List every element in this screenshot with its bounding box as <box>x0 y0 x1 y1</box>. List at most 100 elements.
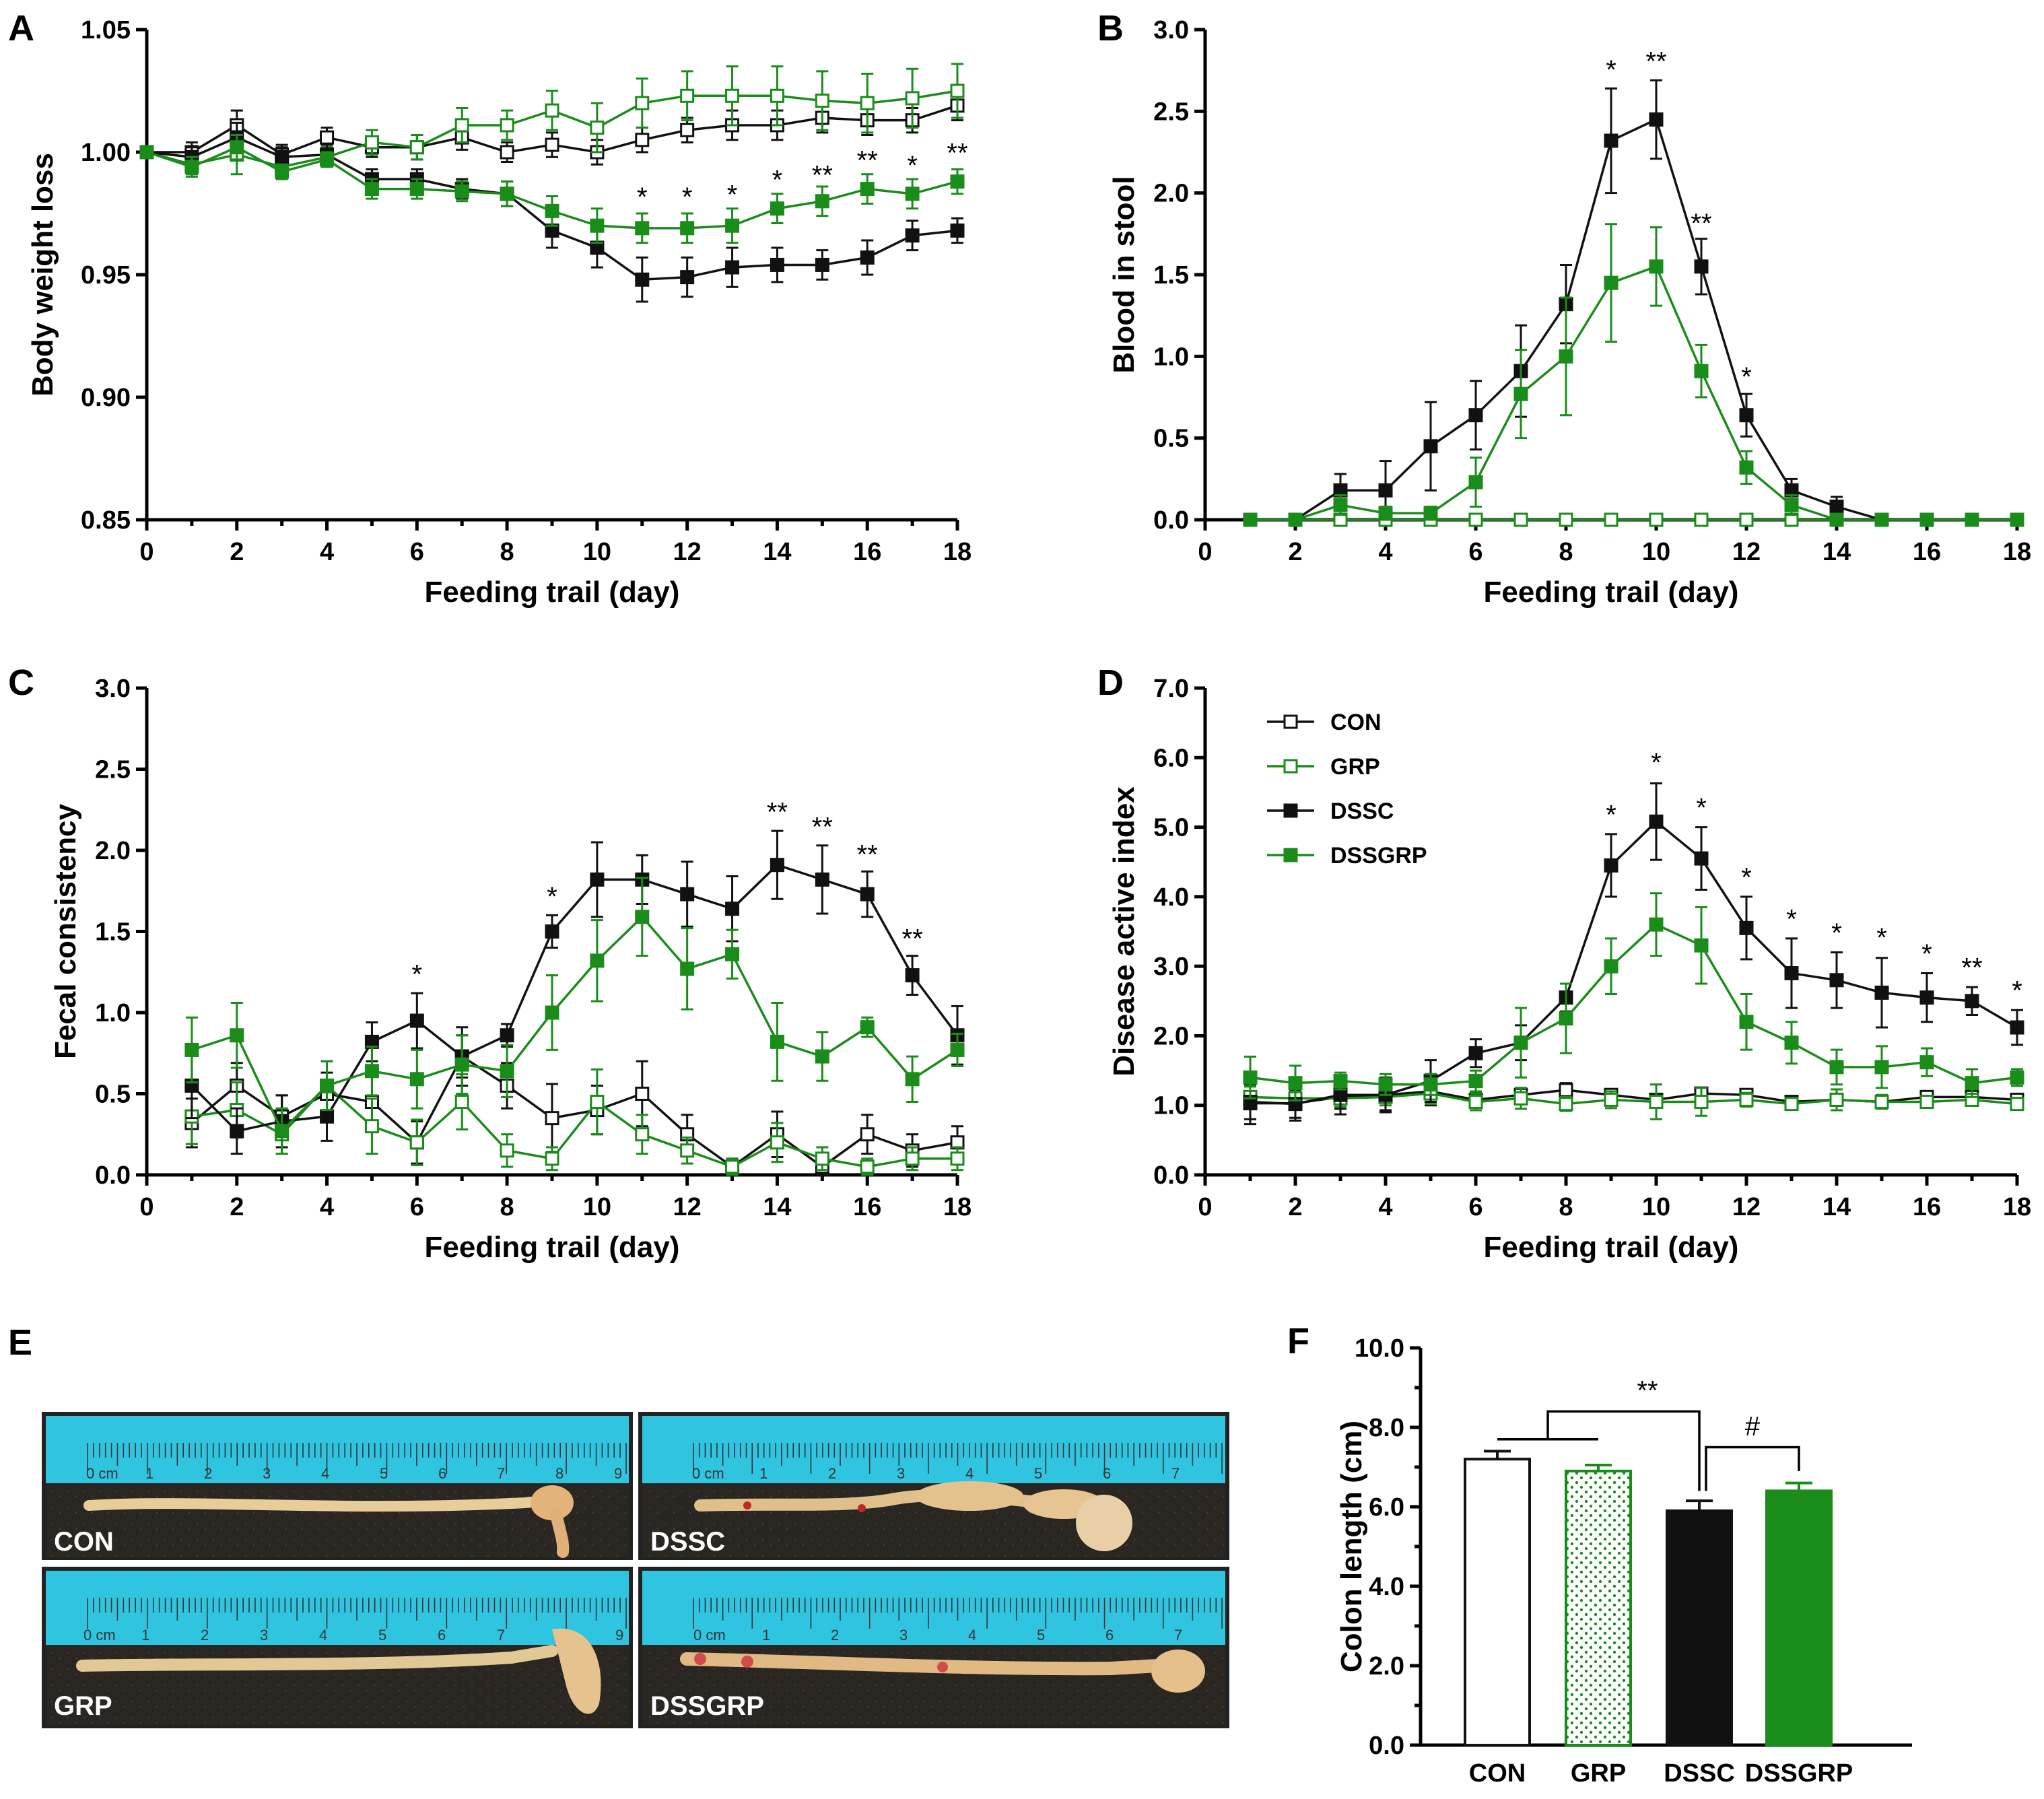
x-axis-title: Feeding trail (day) <box>425 576 680 609</box>
ruler-ticks <box>87 1598 627 1629</box>
data-point <box>1513 1036 1528 1050</box>
y-tick-label: 2.5 <box>1153 98 1189 126</box>
x-tick-label: 18 <box>2003 1193 2031 1221</box>
data-point <box>2010 512 2024 527</box>
data-point <box>545 1111 559 1126</box>
series-line <box>191 1083 957 1168</box>
data-point <box>860 250 875 265</box>
data-point <box>1694 938 1709 953</box>
data-point <box>860 96 875 110</box>
panel-letter-e: E <box>8 1322 32 1363</box>
legend: CON GRP DSSC DSSGRP <box>1267 710 1427 869</box>
series-dssgrp <box>1243 892 2024 1101</box>
ruler-numbers: 0 cm 1 2 3 4 5 6 7 <box>693 1627 1182 1643</box>
data-point <box>1559 1083 1573 1097</box>
series-dssgrp <box>184 877 965 1155</box>
x-tick-label: 10 <box>583 1193 611 1221</box>
series-dssc <box>1243 782 2024 1120</box>
x-tick-label: 8 <box>1559 1193 1573 1221</box>
panel-b-blood-in-stool-chart: B 0 2 4 6 8 10 12 14 16 18 0.0 0.5 1.0 1.5 2.0 2.5 3.0 Fee… <box>1097 8 2031 609</box>
ruler-number: 2 <box>831 1627 839 1643</box>
data-point <box>860 1127 875 1142</box>
data-point <box>1829 500 1844 514</box>
data-point <box>815 1151 829 1166</box>
ruler-number: 4 <box>965 1465 974 1482</box>
data-point <box>1694 1095 1709 1110</box>
data-point <box>1919 512 1934 527</box>
data-point <box>545 103 559 118</box>
y-tick-label: 6.0 <box>1369 1493 1404 1522</box>
x-tick-label: 0 <box>139 538 154 566</box>
data-point <box>364 1119 379 1134</box>
ruler-number: 4 <box>968 1627 976 1643</box>
data-point <box>725 260 740 275</box>
ruler-number: 2 <box>201 1627 209 1643</box>
ruler-numbers: 0 cm 1 2 3 4 5 6 7 <box>692 1465 1180 1482</box>
y-tick-label: 0.0 <box>1369 1732 1404 1760</box>
data-point <box>950 1151 965 1166</box>
legend-label: CON <box>1330 710 1382 735</box>
data-point <box>1829 973 1844 988</box>
data-point <box>1333 1087 1348 1102</box>
data-point <box>1423 1077 1438 1092</box>
x-tick-label: DSSC <box>1664 1759 1735 1788</box>
data-point <box>950 223 965 238</box>
x-tick-label: 8 <box>500 1193 514 1221</box>
photo-dssc: 0 cm 1 2 3 4 5 6 7 DSSC <box>638 1412 1229 1560</box>
ruler-number: 5 <box>1037 1627 1045 1643</box>
data-point <box>905 1151 920 1166</box>
ruler-ticks <box>87 1443 627 1474</box>
data-point <box>1874 512 1889 527</box>
significance-mark: * <box>412 960 423 990</box>
data-point <box>1559 1097 1573 1112</box>
data-point <box>364 182 379 197</box>
ruler-number: 1 <box>759 1465 768 1482</box>
data-point <box>1739 512 1754 527</box>
ruler-number: 5 <box>380 1465 388 1482</box>
data-point <box>635 1127 650 1142</box>
data-point <box>1739 920 1754 935</box>
x-tick-label: 12 <box>673 1193 702 1221</box>
photo-dssgrp: 0 cm 1 2 3 4 5 6 7 DSSGRP <box>638 1567 1229 1728</box>
data-point <box>139 145 154 160</box>
significance-mark: ** <box>812 812 833 842</box>
data-point <box>680 887 695 902</box>
y-axis-title: Fecal consistency <box>49 803 82 1059</box>
panel-e-colon-photos: E 0 cm 1 2 3 4 5 6 7 8 9 CON <box>8 1322 1229 1728</box>
data-point <box>500 118 514 133</box>
panel-letter: B <box>1097 8 1124 48</box>
x-tick-label: 8 <box>1559 538 1573 566</box>
x-tick-label: 4 <box>320 538 334 566</box>
panel-letter: F <box>1287 1321 1309 1361</box>
data-point <box>950 1042 965 1057</box>
significance-mark: ** <box>1645 47 1666 77</box>
y-tick-label: 2.0 <box>1153 1022 1189 1050</box>
series-dssc <box>1243 79 2024 527</box>
data-point <box>680 270 695 285</box>
y-tick-label: 1.0 <box>95 999 131 1027</box>
data-point <box>500 1143 514 1158</box>
series-line <box>1250 265 2017 521</box>
data-point <box>320 130 335 145</box>
data-point <box>1604 1092 1619 1107</box>
data-point <box>590 1095 605 1110</box>
series-grp <box>1243 1082 2024 1120</box>
bleeding-spot <box>743 1501 751 1509</box>
ruler-number: 3 <box>263 1465 271 1482</box>
bar-dssgrp <box>1765 1481 1833 1746</box>
data-point <box>1468 1095 1483 1110</box>
data-point <box>725 218 740 233</box>
ruler-number: 5 <box>1034 1465 1042 1482</box>
data-point <box>860 887 875 902</box>
series-line <box>1250 1092 2018 1106</box>
photo-label-con: CON <box>54 1527 114 1557</box>
series-dssgrp <box>139 134 965 244</box>
y-tick-label: 0.85 <box>81 506 131 535</box>
photo-label-dssgrp: DSSGRP <box>650 1691 764 1721</box>
data-point <box>905 228 920 243</box>
data-point <box>1649 112 1664 127</box>
data-point <box>590 121 605 135</box>
ruler-number: 1 <box>141 1627 149 1643</box>
data-point <box>1694 512 1709 527</box>
y-tick-label: 7.0 <box>1153 675 1189 703</box>
